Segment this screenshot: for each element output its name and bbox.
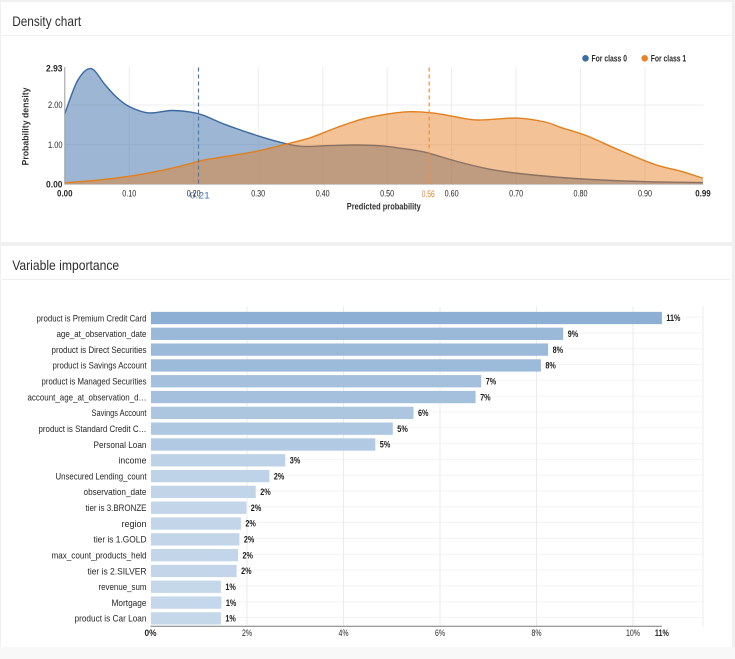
svg-text:2%: 2% xyxy=(242,628,252,638)
svg-text:2%: 2% xyxy=(244,535,255,545)
svg-text:1.00: 1.00 xyxy=(48,140,63,150)
svg-text:Personal Loan: Personal Loan xyxy=(94,440,147,451)
svg-text:For class 0: For class 0 xyxy=(592,54,628,65)
svg-text:Unsecured Lending_count: Unsecured Lending_count xyxy=(56,471,147,482)
svg-text:max_count_products_held: max_count_products_held xyxy=(52,550,147,561)
svg-text:3%: 3% xyxy=(290,455,301,465)
svg-text:0.60: 0.60 xyxy=(445,189,459,199)
svg-text:product is Direct Securities: product is Direct Securities xyxy=(52,345,147,356)
svg-text:product is Savings Account: product is Savings Account xyxy=(53,361,147,372)
svg-text:Mortgage: Mortgage xyxy=(112,598,147,609)
svg-text:2%: 2% xyxy=(274,471,285,481)
svg-text:tier is 3.BRONZE: tier is 3.BRONZE xyxy=(86,503,147,514)
svg-text:8%: 8% xyxy=(553,345,564,355)
svg-text:0.80: 0.80 xyxy=(574,189,588,199)
svg-text:1%: 1% xyxy=(226,598,237,608)
svg-text:product is Car Loan: product is Car Loan xyxy=(75,614,147,625)
svg-text:tier is 2.SILVER: tier is 2.SILVER xyxy=(88,566,147,577)
svg-text:Density chart: Density chart xyxy=(12,13,81,29)
svg-text:2%: 2% xyxy=(241,566,252,576)
svg-text:0.20: 0.20 xyxy=(187,189,201,199)
svg-text:tier is 1.GOLD: tier is 1.GOLD xyxy=(94,535,147,546)
svg-text:0.10: 0.10 xyxy=(122,189,136,199)
svg-text:0.00: 0.00 xyxy=(46,179,63,189)
svg-text:0.30: 0.30 xyxy=(251,189,265,199)
svg-text:0.99: 0.99 xyxy=(695,189,711,199)
svg-text:7%: 7% xyxy=(480,392,491,402)
svg-text:6%: 6% xyxy=(418,408,429,418)
svg-text:2.00: 2.00 xyxy=(48,100,63,110)
svg-text:2%: 2% xyxy=(260,487,271,497)
svg-text:4%: 4% xyxy=(339,628,349,638)
svg-text:2%: 2% xyxy=(251,503,261,513)
svg-text:5%: 5% xyxy=(380,440,391,450)
svg-text:1%: 1% xyxy=(225,582,236,592)
svg-text:8%: 8% xyxy=(545,361,556,371)
svg-text:Savings Account: Savings Account xyxy=(92,408,147,419)
svg-text:9%: 9% xyxy=(568,329,579,339)
svg-text:11%: 11% xyxy=(655,628,669,638)
svg-text:2%: 2% xyxy=(243,550,254,560)
svg-text:0.56: 0.56 xyxy=(422,189,435,199)
svg-text:observation_date: observation_date xyxy=(84,487,147,498)
svg-text:1%: 1% xyxy=(225,614,236,624)
svg-text:0%: 0% xyxy=(145,628,157,638)
svg-text:2%: 2% xyxy=(245,519,256,529)
svg-text:7%: 7% xyxy=(486,376,497,386)
svg-text:age_at_observation_date: age_at_observation_date xyxy=(57,329,147,340)
svg-text:0.00: 0.00 xyxy=(57,189,73,199)
svg-text:revenue_sum: revenue_sum xyxy=(99,582,147,593)
svg-text:product is Premium Credit Card: product is Premium Credit Card xyxy=(37,313,147,324)
svg-text:8%: 8% xyxy=(532,628,542,638)
svg-text:For class 1: For class 1 xyxy=(651,54,687,65)
svg-text:account_age_at_observation_d…: account_age_at_observation_d… xyxy=(28,392,147,403)
svg-text:income: income xyxy=(119,456,147,467)
svg-text:0.21: 0.21 xyxy=(190,190,210,201)
svg-text:5%: 5% xyxy=(397,424,408,434)
svg-text:11%: 11% xyxy=(666,313,680,323)
svg-text:product is Standard Credit C…: product is Standard Credit C… xyxy=(39,424,147,435)
svg-text:product is Managed Securities: product is Managed Securities xyxy=(42,377,147,388)
svg-text:6%: 6% xyxy=(435,628,445,638)
svg-text:Predicted probability: Predicted probability xyxy=(347,202,422,213)
svg-text:0.40: 0.40 xyxy=(316,189,330,199)
svg-text:0.90: 0.90 xyxy=(638,189,652,199)
svg-text:0.50: 0.50 xyxy=(380,189,394,199)
svg-text:2.93: 2.93 xyxy=(46,63,63,73)
svg-text:10%: 10% xyxy=(626,628,640,638)
svg-text:0.70: 0.70 xyxy=(509,189,523,199)
svg-text:Variable importance: Variable importance xyxy=(12,257,119,273)
svg-text:Probability density: Probability density xyxy=(21,88,31,166)
svg-text:region: region xyxy=(122,519,147,530)
